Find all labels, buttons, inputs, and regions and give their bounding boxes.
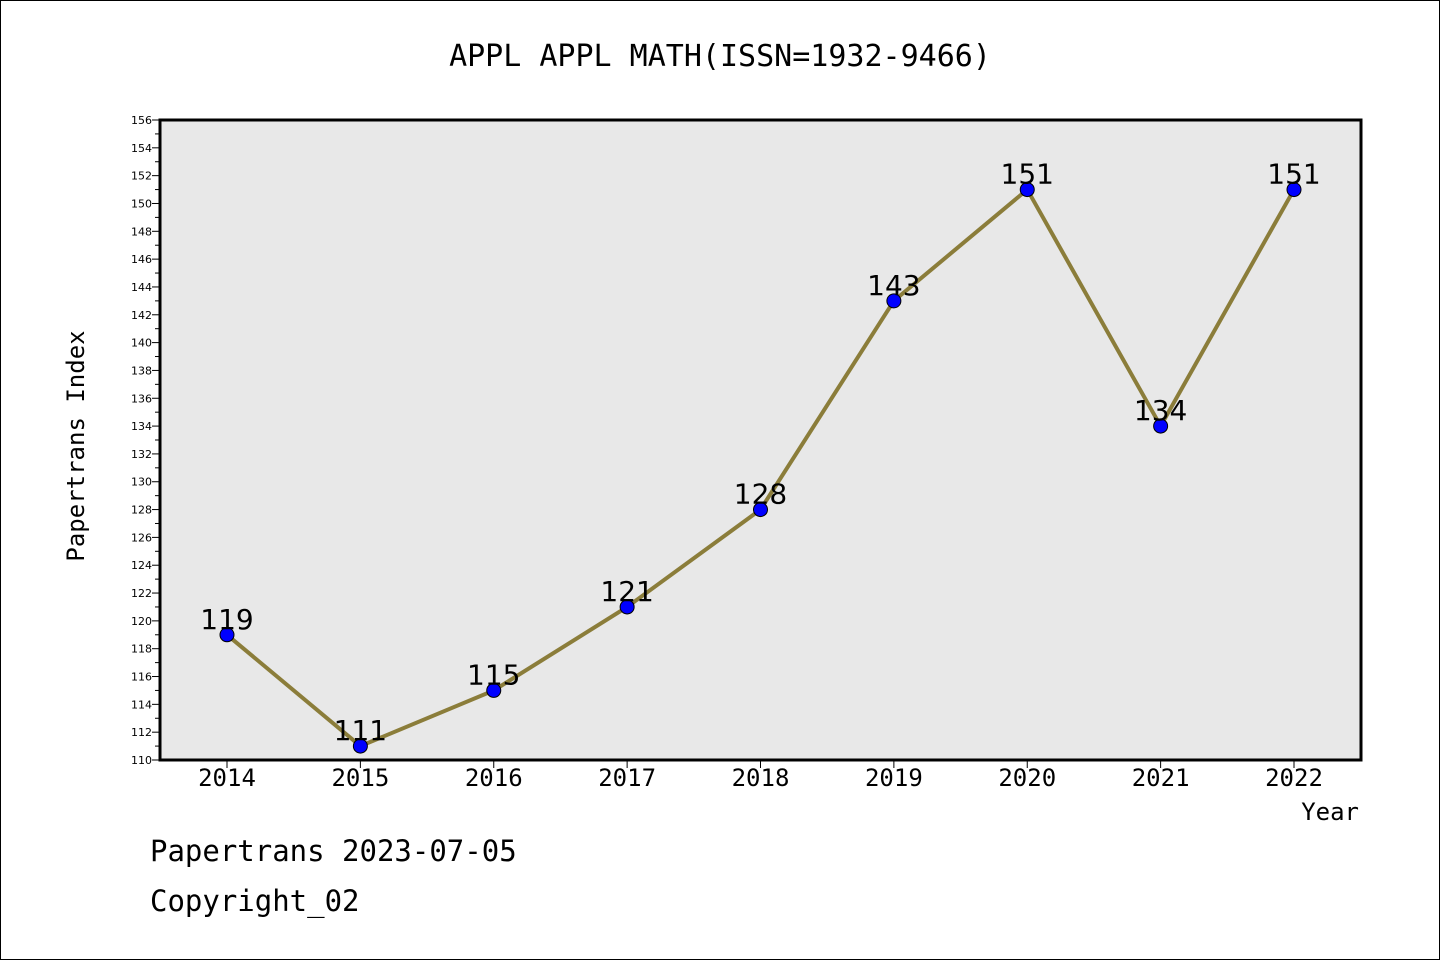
x-axis-label: Year [1301, 798, 1359, 826]
y-tick-label: 130 [131, 476, 152, 489]
data-point [486, 682, 502, 698]
data-label: 151 [1267, 158, 1320, 191]
x-tick-label: 2022 [1265, 764, 1323, 792]
x-tick-label: 2016 [465, 764, 523, 792]
data-label: 134 [1134, 394, 1187, 427]
data-label: 151 [1001, 158, 1054, 191]
data-label: 111 [334, 714, 387, 747]
y-tick-label: 124 [131, 559, 152, 572]
y-axis: 110 112 114 116 118 120 122 124 126 128 130 132 134 1… [131, 114, 160, 767]
y-tick-label: 120 [131, 615, 152, 628]
y-tick-label: 126 [131, 531, 152, 544]
data-label: 128 [734, 478, 787, 511]
data-label: 121 [600, 575, 653, 608]
y-tick-label: 140 [131, 337, 152, 350]
y-tick-label: 110 [131, 754, 152, 767]
data-point [352, 738, 368, 754]
y-tick-label: 154 [131, 142, 152, 155]
y-tick-label: 134 [131, 420, 152, 433]
y-tick-label: 114 [131, 698, 152, 711]
data-point [1153, 418, 1169, 434]
y-tick-label: 128 [131, 504, 152, 517]
y-tick-label: 112 [131, 726, 152, 739]
data-label: 143 [867, 269, 920, 302]
footer-date-line: Papertrans 2023-07-05 [150, 834, 517, 868]
y-tick-label: 122 [131, 587, 152, 600]
data-point [1019, 182, 1035, 198]
y-tick-label: 138 [131, 364, 152, 377]
y-tick-label: 150 [131, 197, 152, 210]
x-tick-label: 2014 [198, 764, 256, 792]
x-tick-label: 2017 [598, 764, 656, 792]
y-tick-label: 156 [131, 114, 152, 127]
data-label: 119 [200, 603, 253, 636]
y-tick-label: 142 [131, 309, 152, 322]
y-tick-label: 152 [131, 170, 152, 183]
x-tick-label: 2021 [1132, 764, 1190, 792]
x-tick-label: 2019 [865, 764, 923, 792]
data-point [619, 599, 635, 615]
y-tick-label: 148 [131, 225, 152, 238]
y-tick-label: 146 [131, 253, 152, 266]
x-tick-label: 2020 [998, 764, 1056, 792]
y-axis-label: Papertrans Index [62, 330, 90, 561]
data-point [753, 502, 768, 518]
series-group: 119 111 115 121 128 143 151 134 151 [200, 158, 1321, 754]
y-tick-label: 144 [131, 281, 152, 294]
plot-area [158, 118, 1363, 762]
data-point [1286, 182, 1302, 198]
x-tick-label: 2018 [732, 764, 790, 792]
data-point [886, 293, 902, 309]
x-tick-label: 2015 [331, 764, 389, 792]
x-axis: 2014 2015 2016 2017 2018 2019 2020 2021 2022 [198, 760, 1323, 792]
y-tick-label: 116 [131, 671, 152, 684]
chart-title: APPL APPL MATH(ISSN=1932-9466) [449, 39, 991, 74]
y-tick-label: 136 [131, 392, 152, 405]
footer-copyright-line: Copyright_02 [150, 884, 360, 918]
y-tick-label: 118 [131, 643, 152, 656]
data-point [219, 627, 235, 643]
y-tick-label: 132 [131, 448, 152, 461]
data-label: 115 [467, 658, 520, 691]
